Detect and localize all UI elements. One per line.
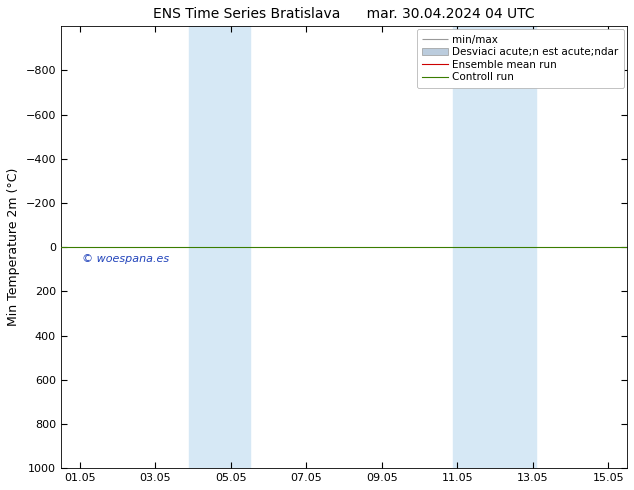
Title: ENS Time Series Bratislava      mar. 30.04.2024 04 UTC: ENS Time Series Bratislava mar. 30.04.20… <box>153 7 534 21</box>
Y-axis label: Min Temperature 2m (°C): Min Temperature 2m (°C) <box>7 168 20 326</box>
Legend: min/max, Desviaci acute;n est acute;ndar, Ensemble mean run, Controll run: min/max, Desviaci acute;n est acute;ndar… <box>417 29 624 88</box>
Bar <box>453 26 536 468</box>
Text: © woespana.es: © woespana.es <box>82 254 169 264</box>
Bar <box>189 26 250 468</box>
